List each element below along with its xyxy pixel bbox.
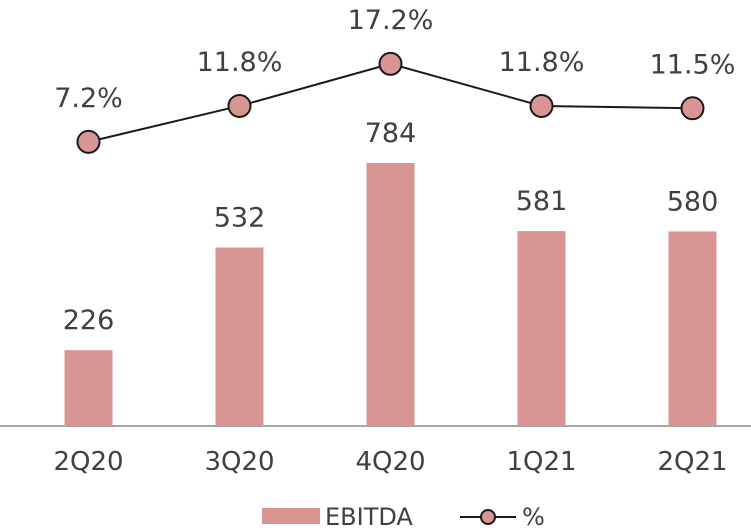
bar-value-label: 532 xyxy=(214,203,266,234)
bar-value-label: 784 xyxy=(365,118,417,149)
percent-labels-layer: 7.2% 11.8% 17.2% 11.8% 11.5% xyxy=(54,5,735,114)
x-tick-label: 1Q21 xyxy=(506,447,576,477)
percent-value-label: 11.8% xyxy=(197,47,283,78)
percent-marker-1Q21 xyxy=(529,93,554,118)
percent-marker-2Q20 xyxy=(76,129,101,154)
x-tick-label: 3Q20 xyxy=(204,447,274,477)
x-tick-labels: 2Q20 3Q20 4Q20 1Q21 2Q21 xyxy=(53,447,727,477)
bar-1Q21 xyxy=(517,231,566,426)
percent-marker-3Q20 xyxy=(227,93,252,118)
bar-4Q20 xyxy=(366,163,415,426)
percent-markers xyxy=(76,51,705,154)
x-tick-label: 2Q21 xyxy=(657,447,727,477)
legend-line-label: % xyxy=(522,503,545,530)
bar-value-label: 581 xyxy=(516,186,568,217)
percent-value-label: 7.2% xyxy=(54,83,123,114)
bar-2Q21 xyxy=(668,231,717,426)
bar-value-label: 226 xyxy=(63,305,115,336)
bar-labels-layer: 226 532 784 581 580 xyxy=(63,118,719,336)
legend-bar-swatch xyxy=(262,508,320,524)
bar-value-label: 580 xyxy=(667,186,719,217)
percent-marker-2Q21 xyxy=(680,96,705,121)
legend: EBITDA % xyxy=(262,503,545,530)
percent-value-label: 11.5% xyxy=(650,49,736,80)
percent-marker-4Q20 xyxy=(378,51,403,76)
legend-line-marker xyxy=(480,509,496,525)
percent-value-label: 11.8% xyxy=(499,47,585,78)
bar-2Q20 xyxy=(64,350,113,426)
legend-bar-label: EBITDA xyxy=(325,503,413,530)
percent-value-label: 17.2% xyxy=(348,5,434,36)
x-tick-label: 2Q20 xyxy=(53,447,123,477)
x-tick-label: 4Q20 xyxy=(355,447,425,477)
bar-3Q20 xyxy=(215,247,264,426)
bars-layer xyxy=(64,163,717,426)
